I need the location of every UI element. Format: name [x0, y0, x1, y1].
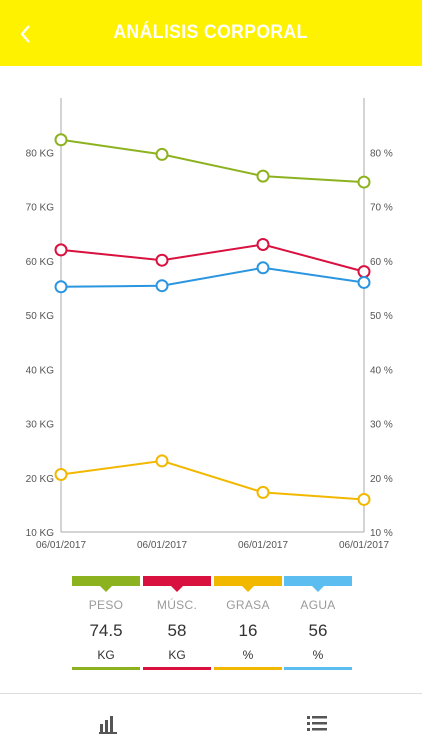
- tab-chart[interactable]: [97, 712, 119, 734]
- legend-unit: KG: [168, 648, 186, 662]
- list-icon: [307, 716, 327, 731]
- x-tick-label: 06/01/2017: [36, 540, 86, 551]
- data-point-agua: [155, 279, 169, 293]
- legend-unit: KG: [97, 648, 115, 662]
- y-tick-label-left: 10 KG: [26, 528, 55, 539]
- legend-underline: [214, 667, 282, 670]
- data-point-grasa: [256, 485, 270, 499]
- y-tick-label-left: 40 KG: [26, 365, 55, 376]
- x-tick-label: 06/01/2017: [137, 540, 187, 551]
- data-point-musc: [155, 253, 169, 267]
- legend-unit: %: [242, 648, 254, 662]
- legend-name: AGUA: [300, 598, 336, 612]
- app-header: ANÁLISIS CORPORAL: [0, 0, 422, 66]
- x-tick-label: 06/01/2017: [339, 540, 389, 551]
- body-analysis-chart: 10 KG 10 % 20 KG 20 % 30 KG 30 % 40 KG 40 % 50 K…: [26, 98, 393, 551]
- legend: PESO 74.5 KG MÚSC. 58 KG GRASA 16 % AGUA…: [0, 574, 422, 674]
- data-point-peso: [357, 175, 371, 189]
- bottom-tab-bar: [0, 693, 422, 751]
- y-tick-label-right: 20 %: [370, 474, 393, 485]
- y-tick-label-left: 50 KG: [26, 311, 55, 322]
- data-point-grasa: [155, 454, 169, 468]
- page-title: ANÁLISIS CORPORAL: [113, 22, 309, 43]
- chevron-left-icon: [20, 25, 30, 43]
- legend-color-tab: [214, 576, 282, 586]
- tab-list[interactable]: [306, 712, 328, 734]
- back-button[interactable]: [14, 22, 38, 46]
- y-tick-label-left: 70 KG: [26, 203, 55, 214]
- legend-color-notch: [100, 586, 112, 592]
- series-line-grasa: [60, 459, 365, 501]
- data-point-peso: [155, 147, 169, 161]
- legend-underline: [143, 667, 211, 670]
- y-tick-label-left: 30 KG: [26, 420, 55, 431]
- legend-value: 74.5: [89, 621, 123, 640]
- y-tick-label-right: 50 %: [370, 311, 393, 322]
- y-tick-label-right: 60 %: [370, 257, 393, 268]
- data-point-musc: [357, 265, 371, 279]
- legend-color-notch: [242, 586, 254, 592]
- legend-value: 56: [308, 621, 328, 640]
- legend-value: 58: [167, 621, 187, 640]
- legend-name: GRASA: [226, 598, 270, 612]
- data-point-musc: [256, 237, 270, 251]
- data-point-peso: [54, 133, 68, 147]
- series-line-peso: [60, 138, 365, 184]
- y-tick-label-right: 30 %: [370, 420, 393, 431]
- legend-name: PESO: [88, 598, 124, 612]
- y-tick-label-right: 40 %: [370, 365, 393, 376]
- legend-color-tab: [72, 576, 140, 586]
- data-point-grasa: [54, 467, 68, 481]
- x-tick-label: 06/01/2017: [238, 540, 288, 551]
- legend-color-notch: [312, 586, 324, 592]
- y-tick-label-left: 80 KG: [26, 148, 55, 159]
- series-line-agua: [60, 266, 365, 288]
- legend-value: 16: [238, 621, 258, 640]
- y-tick-label-left: 20 KG: [26, 474, 55, 485]
- y-tick-label-right: 80 %: [370, 148, 393, 159]
- legend-color-notch: [171, 586, 183, 592]
- y-tick-label-right: 70 %: [370, 203, 393, 214]
- data-point-agua: [357, 275, 371, 289]
- y-tick-label-right: 10 %: [370, 528, 393, 539]
- legend-underline: [284, 667, 352, 670]
- y-tick-label-left: 60 KG: [26, 257, 55, 268]
- legend-color-tab: [284, 576, 352, 586]
- legend-underline: [72, 667, 140, 670]
- data-point-peso: [256, 169, 270, 183]
- legend-color-tab: [143, 576, 211, 586]
- data-point-agua: [54, 280, 68, 294]
- data-point-musc: [54, 243, 68, 257]
- series-line-musc: [60, 243, 365, 273]
- legend-name: MÚSC.: [156, 598, 198, 612]
- data-point-grasa: [357, 492, 371, 506]
- data-point-agua: [256, 261, 270, 275]
- bar-chart-icon: [99, 716, 117, 734]
- legend-unit: %: [312, 648, 324, 662]
